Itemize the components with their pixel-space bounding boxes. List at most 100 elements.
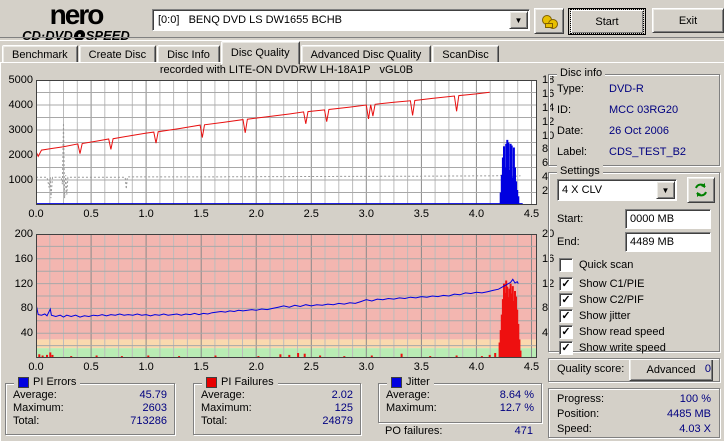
disc-id-row: ID: MCC 03RG20 (557, 103, 679, 116)
po-failures-row: PO failures: 471 (385, 424, 533, 437)
x-axis-tick: 2.5 (303, 361, 319, 373)
refresh-button[interactable] (687, 177, 715, 203)
jitter-stats: Jitter Average: 8.64 % Maximum: 12.7 % (378, 376, 542, 423)
disc-info-title: Disc info (557, 67, 606, 79)
check-icon: ✓ (561, 278, 571, 290)
left-axis-tick: 40 (20, 327, 33, 340)
left-axis-tick: 160 (14, 252, 33, 265)
progress-row: Progress: 100 % (557, 392, 711, 405)
x-axis-tick: 4.5 (523, 208, 540, 220)
pi-errors-legend-swatch (18, 376, 29, 388)
check-icon: ✓ (561, 310, 571, 322)
check-icon: ✓ (561, 326, 571, 338)
start-position-row: Start: (557, 209, 711, 229)
cd-dvd-speed-logo-text: CD·DVD SPEED (22, 28, 130, 43)
checkbox-show-c1-pie[interactable]: ✓ Show C1/PIE (549, 276, 717, 292)
tab-scandisc[interactable]: ScanDisc (432, 45, 499, 65)
left-axis-tick: 200 (14, 228, 33, 240)
quality-score-box: Quality score: 0 (548, 358, 720, 382)
stat-row: Average: 45.79 (13, 388, 167, 401)
x-axis-tick: 2.5 (303, 208, 319, 220)
left-axis-tick: 120 (14, 277, 33, 290)
tab-advanced-disc-quality[interactable]: Advanced Disc Quality (300, 45, 432, 65)
stat-row: Total: 24879 (201, 414, 353, 427)
stat-row: Maximum: 125 (201, 401, 353, 414)
progress-box: Progress: 100 % Position: 4485 MB Speed:… (548, 388, 720, 438)
x-axis-tick: 3.0 (358, 361, 374, 373)
eject-button[interactable] (534, 8, 564, 34)
checkbox-show-read-speed[interactable]: ✓ Show read speed (549, 324, 717, 340)
position-row: Position: 4485 MB (557, 407, 711, 420)
x-axis-tick: 3.5 (413, 361, 430, 373)
pi-errors-plot (35, 80, 537, 206)
exit-button[interactable]: Exit (652, 8, 724, 33)
chevron-down-icon: ▼ (661, 185, 670, 195)
speed-select[interactable]: 4 X CLV ▼ (557, 179, 677, 201)
x-axis-tick: 3.5 (413, 208, 430, 220)
drive-select[interactable]: [0:0] BENQ DVD LS DW1655 BCHB ▼ (152, 9, 530, 31)
refresh-icon (695, 183, 707, 197)
check-icon: ✓ (561, 294, 571, 306)
checkbox-show-c2-pif[interactable]: ✓ Show C2/PIF (549, 292, 717, 308)
checkbox-show-jitter[interactable]: ✓ Show jitter (549, 308, 717, 324)
disc-info-group: Disc info Type: DVD-R ID: MCC 03RG20 Dat… (548, 67, 720, 166)
x-axis-tick: 0.0 (28, 208, 44, 220)
tab-benchmark[interactable]: Benchmark (2, 45, 78, 65)
pi-errors-chart: 0.0 0.5 1.0 1.5 2.0 2.5 3.0 3.5 4.0 4.5 1000 2000 30… (0, 74, 560, 220)
disc-date-row: Date: 26 Oct 2006 (557, 124, 669, 137)
checkbox-show-write-speed[interactable]: ✓ Show write speed (549, 340, 717, 356)
stat-row: Maximum: 12.7 % (386, 401, 534, 414)
checkbox-box[interactable]: ✓ (559, 277, 573, 291)
x-axis-tick: 2.0 (248, 208, 264, 220)
left-axis-tick: 2000 (8, 149, 33, 161)
x-axis-tick: 2.0 (248, 361, 264, 373)
right-axis-tick: 2 (542, 185, 549, 198)
checkbox-quick-scan[interactable]: ✓Quick scan (549, 257, 717, 273)
tab-disc-quality[interactable]: Disc Quality (220, 41, 300, 65)
x-axis-tick: 1.0 (138, 361, 154, 373)
left-axis-tick: 3000 (8, 124, 33, 136)
stat-row: Average: 2.02 (201, 388, 353, 401)
start-position-input[interactable] (625, 209, 711, 229)
disc-label-row: Label: CDS_TEST_B2 (557, 145, 687, 158)
x-axis-tick: 4.0 (468, 361, 485, 373)
checkbox-box[interactable]: ✓ (559, 293, 573, 307)
checkbox-list: ✓Quick scan✓Show C1/PIE✓Show C2/PIF✓Show… (549, 257, 717, 356)
left-axis-tick: 1000 (8, 174, 33, 186)
stat-row: Average: 8.64 % (386, 388, 534, 401)
speed-select-arrow[interactable]: ▼ (656, 181, 675, 199)
right-axis-tick: 4 (542, 171, 549, 184)
stat-row: Maximum: 2603 (13, 401, 167, 414)
x-axis-tick: 1.5 (193, 361, 209, 373)
end-position-input[interactable] (625, 232, 711, 252)
start-button[interactable]: Start (568, 8, 646, 35)
tab-disc-info[interactable]: Disc Info (157, 45, 220, 65)
x-axis-tick: 3.0 (358, 208, 374, 220)
quality-score-row: Quality score: 0 (557, 363, 711, 375)
pi-failures-plot (35, 234, 537, 358)
settings-title: Settings (557, 165, 603, 177)
checkbox-box[interactable]: ✓ (559, 341, 573, 355)
right-axis-tick: 8 (542, 302, 549, 315)
jitter-legend-swatch (391, 376, 402, 388)
end-position-row: End: (557, 232, 711, 252)
speed-row: Speed: 4.03 X (557, 422, 711, 435)
nero-logo: nero CD·DVD SPEED (6, 1, 146, 43)
checkbox-box[interactable]: ✓ (559, 309, 573, 323)
right-axis-tick: 8 (542, 143, 549, 156)
drive-select-arrow[interactable]: ▼ (509, 11, 528, 29)
x-axis-tick: 4.5 (523, 361, 540, 373)
checkbox-box[interactable]: ✓ (559, 258, 573, 272)
tab-bar: Benchmark Create Disc Disc Info Disc Qualit… (2, 41, 500, 65)
tab-create-disc[interactable]: Create Disc (78, 45, 157, 65)
pi-failures-chart: 0.0 0.5 1.0 1.5 2.0 2.5 3.0 3.5 4.0 4.5 40 80 120 160… (0, 228, 560, 373)
check-icon: ✓ (561, 342, 571, 354)
x-axis-tick: 0.5 (83, 361, 99, 373)
right-axis-tick: 4 (542, 327, 549, 340)
quality-score-value: 0 (704, 363, 711, 375)
pi-failures-legend-swatch (206, 376, 217, 388)
drive-select-value: [0:0] BENQ DVD LS DW1655 BCHB (158, 14, 343, 26)
checkbox-box[interactable]: ✓ (559, 325, 573, 339)
x-axis-tick: 0.5 (83, 208, 99, 220)
